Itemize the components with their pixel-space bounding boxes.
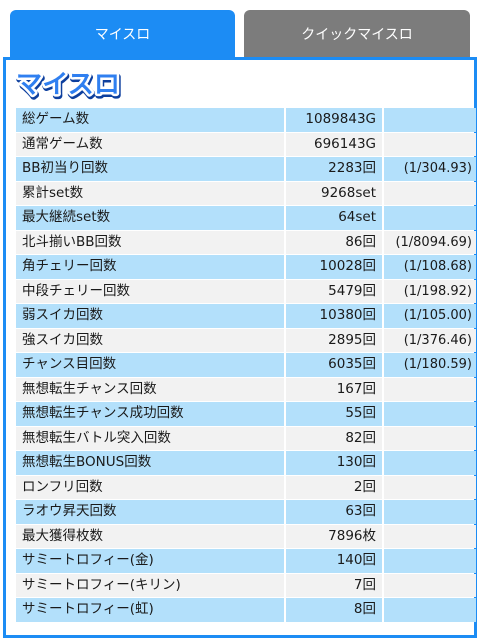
stat-value: 2回 — [286, 475, 382, 499]
stat-label: サミートロフィー(キリン) — [16, 573, 284, 597]
stat-probability — [384, 451, 476, 475]
stat-probability: (1/105.00) — [384, 304, 476, 328]
stat-row: 最大獲得枚数 7896枚 — [16, 524, 476, 548]
my-slot-logo: マイスロ マイスロ マイスロ — [14, 68, 125, 102]
stat-row: 無想転生チャンス回数 167回 — [16, 377, 476, 401]
stat-row: 強スイカ回数 2895回 (1/376.46) — [16, 328, 476, 352]
stat-value: 2895回 — [286, 328, 382, 352]
tab-quick-my-slot[interactable]: クイックマイスロ — [244, 10, 470, 58]
stat-row: 中段チェリー回数 5479回 (1/198.92) — [16, 279, 476, 303]
stat-label: 無想転生BONUS回数 — [16, 451, 284, 475]
stat-label: 強スイカ回数 — [16, 328, 284, 352]
stat-probability — [384, 108, 476, 132]
stat-value: 6035回 — [286, 353, 382, 377]
stat-value: 5479回 — [286, 279, 382, 303]
stat-value: 55回 — [286, 402, 382, 426]
stat-probability — [384, 402, 476, 426]
logo-outline: マイスロ — [16, 70, 120, 100]
stat-row: BB初当り回数 2283回 (1/304.93) — [16, 157, 476, 181]
stat-row: サミートロフィー(金) 140回 — [16, 549, 476, 573]
stat-label: 無想転生チャンス成功回数 — [16, 402, 284, 426]
stat-row: サミートロフィー(虹) 8回 — [16, 598, 476, 622]
stat-label: 無想転生チャンス回数 — [16, 377, 284, 401]
stat-value: 63回 — [286, 500, 382, 524]
stat-label: 北斗揃いBB回数 — [16, 230, 284, 254]
stat-label: チャンス目回数 — [16, 353, 284, 377]
stat-value: 7896枚 — [286, 524, 382, 548]
stat-probability — [384, 598, 476, 622]
stat-label: サミートロフィー(金) — [16, 549, 284, 573]
stat-row: 最大継続set数 64set — [16, 206, 476, 230]
stat-label: 総ゲーム数 — [16, 108, 284, 132]
stat-label: ロンフリ回数 — [16, 475, 284, 499]
stat-value: 140回 — [286, 549, 382, 573]
stat-probability: (1/198.92) — [384, 279, 476, 303]
stat-row: 無想転生バトル突入回数 82回 — [16, 426, 476, 450]
stat-value: 130回 — [286, 451, 382, 475]
stat-value: 9268set — [286, 181, 382, 205]
stat-label: 通常ゲーム数 — [16, 132, 284, 156]
logo-text: マイスロ — [16, 70, 120, 100]
stat-label: 角チェリー回数 — [16, 255, 284, 279]
stat-row: ロンフリ回数 2回 — [16, 475, 476, 499]
stat-probability: (1/180.59) — [384, 353, 476, 377]
stat-label: サミートロフィー(虹) — [16, 598, 284, 622]
stat-value: 167回 — [286, 377, 382, 401]
stat-value: 64set — [286, 206, 382, 230]
stats-panel: マイスロ マイスロ マイスロ 総ゲーム数 1089843G 通常ゲーム数 696143… — [3, 57, 477, 638]
stat-row: 無想転生チャンス成功回数 55回 — [16, 402, 476, 426]
tab-bar: マイスロ クイックマイスロ — [0, 0, 480, 58]
stat-row: 北斗揃いBB回数 86回 (1/8094.69) — [16, 230, 476, 254]
stat-probability: (1/108.68) — [384, 255, 476, 279]
stat-row: 弱スイカ回数 10380回 (1/105.00) — [16, 304, 476, 328]
stat-probability — [384, 549, 476, 573]
stat-value: 2283回 — [286, 157, 382, 181]
stat-row: 角チェリー回数 10028回 (1/108.68) — [16, 255, 476, 279]
stat-value: 7回 — [286, 573, 382, 597]
stat-probability — [384, 206, 476, 230]
stat-probability — [384, 475, 476, 499]
stat-value: 86回 — [286, 230, 382, 254]
stat-value: 696143G — [286, 132, 382, 156]
stat-probability — [384, 181, 476, 205]
stat-probability — [384, 426, 476, 450]
stat-label: 最大獲得枚数 — [16, 524, 284, 548]
stat-probability — [384, 377, 476, 401]
stat-row: ラオウ昇天回数 63回 — [16, 500, 476, 524]
stat-probability: (1/376.46) — [384, 328, 476, 352]
stat-row: 通常ゲーム数 696143G — [16, 132, 476, 156]
stat-probability — [384, 524, 476, 548]
stat-value: 10380回 — [286, 304, 382, 328]
stat-row: 総ゲーム数 1089843G — [16, 108, 476, 132]
stat-label: 最大継続set数 — [16, 206, 284, 230]
logo-shadow: マイスロ — [17, 72, 121, 101]
stat-value: 10028回 — [286, 255, 382, 279]
stat-value: 1089843G — [286, 108, 382, 132]
stat-value: 8回 — [286, 598, 382, 622]
stat-probability — [384, 500, 476, 524]
stat-probability: (1/304.93) — [384, 157, 476, 181]
stat-label: BB初当り回数 — [16, 157, 284, 181]
stat-probability — [384, 132, 476, 156]
stat-row: チャンス目回数 6035回 (1/180.59) — [16, 353, 476, 377]
stats-table: 総ゲーム数 1089843G 通常ゲーム数 696143G BB初当り回数 2283回 (1… — [16, 108, 476, 623]
stat-probability — [384, 573, 476, 597]
stat-row: 無想転生BONUS回数 130回 — [16, 451, 476, 475]
stat-value: 82回 — [286, 426, 382, 450]
stat-probability: (1/8094.69) — [384, 230, 476, 254]
stat-label: 累計set数 — [16, 181, 284, 205]
tab-my-slot[interactable]: マイスロ — [10, 10, 235, 58]
stat-label: 弱スイカ回数 — [16, 304, 284, 328]
stat-label: ラオウ昇天回数 — [16, 500, 284, 524]
stat-row: サミートロフィー(キリン) 7回 — [16, 573, 476, 597]
stat-label: 無想転生バトル突入回数 — [16, 426, 284, 450]
stat-label: 中段チェリー回数 — [16, 279, 284, 303]
stat-row: 累計set数 9268set — [16, 181, 476, 205]
